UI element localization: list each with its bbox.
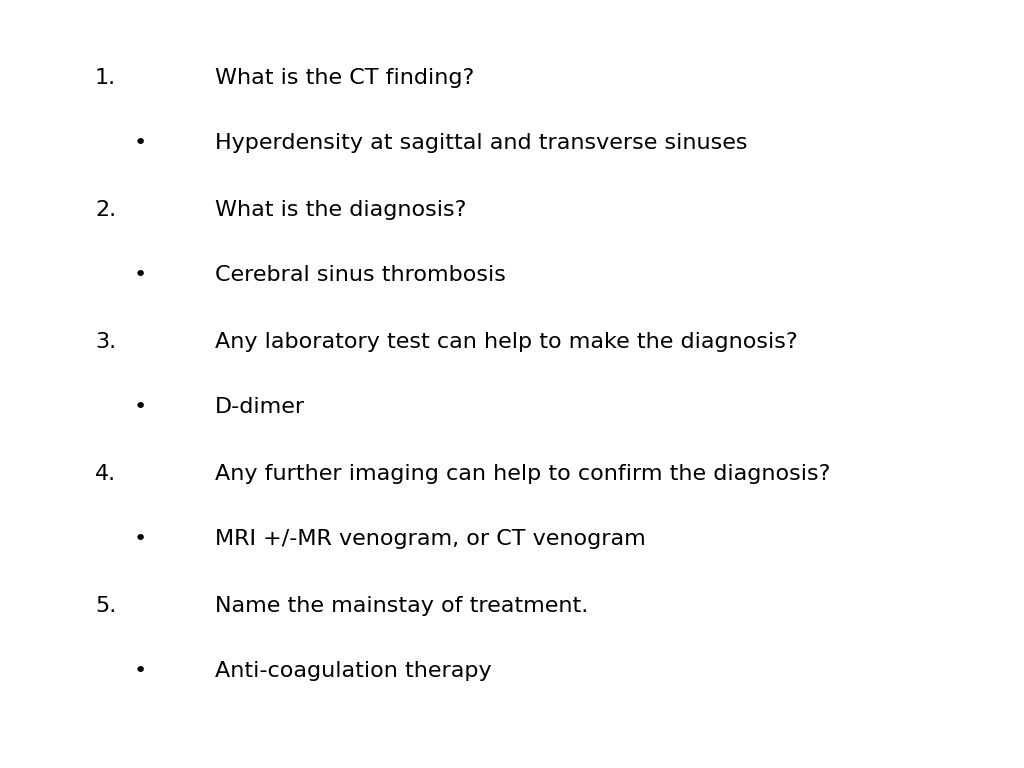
Text: 1.: 1. xyxy=(95,68,116,88)
Text: MRI +/-MR venogram, or CT venogram: MRI +/-MR venogram, or CT venogram xyxy=(215,529,646,549)
Text: Any further imaging can help to confirm the diagnosis?: Any further imaging can help to confirm … xyxy=(215,464,830,484)
Text: •: • xyxy=(133,133,146,153)
Text: D-dimer: D-dimer xyxy=(215,397,305,417)
Text: •: • xyxy=(133,397,146,417)
Text: Anti-coagulation therapy: Anti-coagulation therapy xyxy=(215,661,492,681)
Text: Name the mainstay of treatment.: Name the mainstay of treatment. xyxy=(215,596,588,616)
Text: What is the diagnosis?: What is the diagnosis? xyxy=(215,200,466,220)
Text: •: • xyxy=(133,265,146,285)
Text: 2.: 2. xyxy=(95,200,116,220)
Text: 5.: 5. xyxy=(95,596,117,616)
Text: Hyperdensity at sagittal and transverse sinuses: Hyperdensity at sagittal and transverse … xyxy=(215,133,748,153)
Text: 3.: 3. xyxy=(95,332,116,352)
Text: What is the CT finding?: What is the CT finding? xyxy=(215,68,474,88)
Text: Cerebral sinus thrombosis: Cerebral sinus thrombosis xyxy=(215,265,506,285)
Text: 4.: 4. xyxy=(95,464,116,484)
Text: •: • xyxy=(133,529,146,549)
Text: Any laboratory test can help to make the diagnosis?: Any laboratory test can help to make the… xyxy=(215,332,798,352)
Text: •: • xyxy=(133,661,146,681)
